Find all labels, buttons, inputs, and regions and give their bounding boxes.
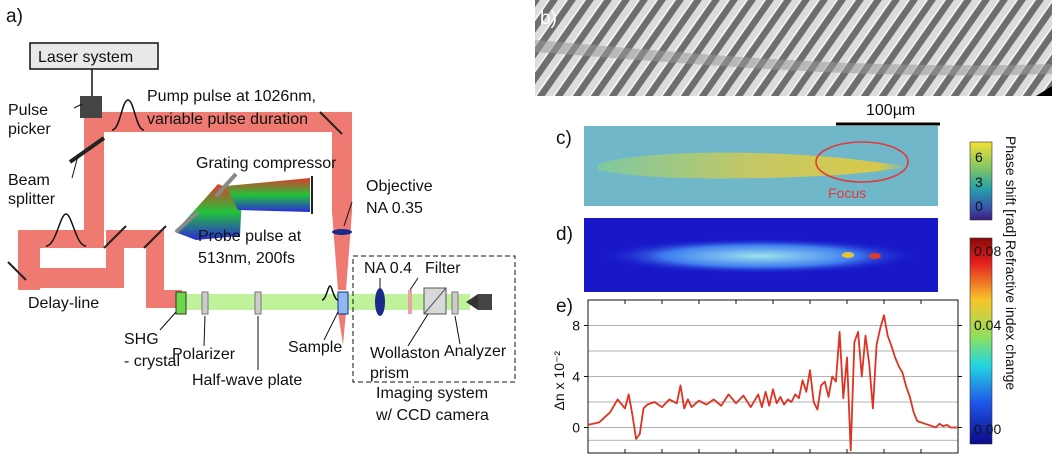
focus-ring bbox=[815, 141, 909, 183]
grating-compressor-label: Grating compressor bbox=[196, 155, 337, 172]
grating-1 bbox=[214, 172, 238, 198]
interferogram-image bbox=[535, 0, 1052, 96]
shg-crystal bbox=[175, 291, 187, 315]
wollaston-label: Wollaston bbox=[370, 345, 440, 362]
objective-label: NA 0.35 bbox=[366, 200, 423, 217]
grating-compressor-beam bbox=[175, 178, 310, 240]
half-wave-plate-label: Half-wave plate bbox=[192, 372, 302, 389]
imaging-system-label: Imaging system bbox=[376, 385, 488, 402]
refractive-colorbar-title: Refractive index change bbox=[1003, 240, 1019, 390]
refractive-tick: 0.00 bbox=[974, 421, 1001, 437]
phase-tick: 6 bbox=[975, 149, 983, 165]
chart-y-axis-label: Δn x 10⁻² bbox=[551, 351, 567, 411]
pulse-picker-icon bbox=[80, 96, 102, 118]
panel-label-c: c) bbox=[556, 128, 572, 149]
half-wave-plate bbox=[254, 291, 262, 315]
polarizer-plate bbox=[201, 291, 209, 315]
sample-label: Sample bbox=[288, 339, 342, 356]
refractive-tick: 0.04 bbox=[974, 317, 1001, 333]
panel-label-d: d) bbox=[556, 224, 573, 245]
panel-label-b: b) bbox=[540, 8, 557, 29]
wollaston-label: prism bbox=[370, 365, 409, 382]
phase-colorbar-title: Phase shift [rad] bbox=[1003, 136, 1019, 237]
delay-mirror bbox=[143, 225, 167, 249]
delay-mirror bbox=[7, 261, 27, 281]
refractive-index-image bbox=[584, 218, 938, 292]
filter-label: Filter bbox=[425, 260, 461, 277]
refractive-colorbar bbox=[969, 237, 993, 445]
beam-splitter-label: splitter bbox=[8, 191, 56, 208]
scale-bar-label: 100µm bbox=[866, 102, 915, 119]
pulse-picker-label: picker bbox=[8, 121, 51, 138]
pulse-picker-label: Pulse bbox=[8, 102, 48, 119]
panel-label-e: e) bbox=[556, 296, 573, 317]
phase-tick: 0 bbox=[975, 198, 983, 214]
probe-pulse-label: Probe pulse at bbox=[198, 228, 302, 245]
shg-crystal-label: SHG bbox=[124, 331, 159, 348]
pump-pulse-label: variable pulse duration bbox=[147, 111, 308, 128]
imaging-system-box bbox=[352, 255, 516, 383]
delay-line-label: Delay-line bbox=[28, 295, 99, 312]
sample-cell bbox=[337, 291, 349, 315]
delay-mirror bbox=[103, 225, 127, 249]
beam-splitter-label: Beam bbox=[8, 172, 50, 189]
phase-colorbar bbox=[969, 141, 993, 221]
chart-y-tick-label: 0 bbox=[572, 420, 580, 436]
laser-system-label: Laser system bbox=[38, 49, 133, 66]
camera-icon bbox=[478, 294, 492, 310]
pulse-shape-icons bbox=[45, 99, 339, 301]
refractive-profile-chart: 8 4 0 Δn x 10⁻² bbox=[551, 299, 962, 454]
pump-pulse-label: Pump pulse at 1026nm, bbox=[147, 88, 316, 105]
filter bbox=[408, 290, 412, 314]
focus-label: Focus bbox=[828, 185, 866, 201]
chart-series-line bbox=[587, 314, 958, 452]
analyzer-plate bbox=[451, 291, 459, 315]
objective-lens bbox=[332, 229, 352, 235]
panel-label-a: a) bbox=[6, 6, 23, 27]
imaging-system-label: w/ CCD camera bbox=[375, 407, 489, 424]
beam-splitter-mirror bbox=[68, 136, 106, 164]
shg-crystal-label: - crystal bbox=[124, 353, 180, 370]
chart-y-tick-label: 4 bbox=[572, 369, 580, 385]
probe-pulse-label: 513nm, 200fs bbox=[198, 250, 295, 267]
probe-beam bbox=[182, 294, 352, 310]
phase-shift-image bbox=[584, 126, 938, 206]
mirror bbox=[319, 111, 343, 135]
na04-lens bbox=[375, 288, 385, 316]
phase-tick: 3 bbox=[975, 174, 983, 190]
polarizer-label: Polarizer bbox=[172, 346, 236, 363]
grating-2 bbox=[174, 210, 200, 234]
objective-label: Objective bbox=[366, 178, 433, 195]
camera-lens-icon bbox=[466, 294, 478, 310]
analyzer-label: Analyzer bbox=[444, 343, 507, 360]
laser-system-box bbox=[29, 42, 159, 70]
na04-label: NA 0.4 bbox=[364, 260, 412, 277]
optical-components bbox=[7, 96, 492, 316]
chart-y-tick-label: 8 bbox=[572, 318, 580, 334]
refractive-tick: 0.08 bbox=[974, 243, 1001, 259]
callout-lines bbox=[71, 103, 461, 370]
